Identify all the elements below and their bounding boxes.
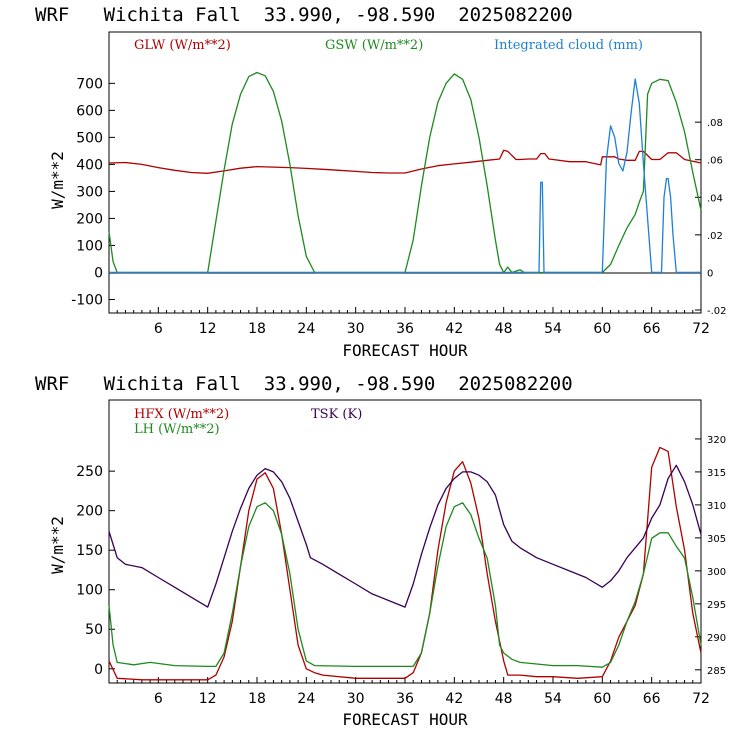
bottom-series-group bbox=[108, 446, 702, 681]
top-x-tick-label: 6 bbox=[154, 321, 163, 337]
bottom-y2-tick-label: 310 bbox=[707, 501, 726, 512]
top-x-tick-label: 48 bbox=[495, 321, 513, 337]
top-series-group bbox=[108, 71, 702, 274]
bottom-x-tick-label: 72 bbox=[692, 691, 710, 707]
top-panel: WRF Wichita Fall 33.990, -98.590 2025082… bbox=[35, 4, 727, 360]
top-right-axis: -.02 0 .02 .04 .06 .08 bbox=[695, 118, 727, 317]
bottom-series-lh-line bbox=[108, 502, 702, 668]
bottom-y-tick-label: 150 bbox=[76, 543, 103, 559]
bottom-plot-frame bbox=[108, 399, 702, 684]
top-x-tick-label: 66 bbox=[643, 321, 661, 337]
bottom-x-tick-label: 12 bbox=[199, 691, 217, 707]
top-series-integrated-line bbox=[109, 78, 701, 274]
legend-hfx: HFX (W/m**2) bbox=[134, 407, 229, 422]
bottom-x-axis: 6 12 18 24 30 36 42 48 54 60 66 72 bbox=[116, 677, 710, 707]
top-y-tick-label: 400 bbox=[76, 157, 103, 173]
bottom-x-tick-label: 18 bbox=[248, 691, 266, 707]
bottom-x-tick-label: 54 bbox=[544, 691, 562, 707]
top-y-tick-label: 100 bbox=[76, 238, 103, 254]
bottom-series-tsk-line bbox=[108, 464, 702, 608]
top-y2-tick-label: .04 bbox=[707, 193, 723, 204]
top-x-tick-label: 24 bbox=[297, 321, 315, 337]
legend-lh: LH (W/m**2) bbox=[134, 422, 220, 437]
legend-integrated-cloud: Integrated cloud (mm) bbox=[494, 38, 643, 53]
top-x-tick-label: 72 bbox=[692, 321, 710, 337]
bottom-x-tick-label: 36 bbox=[396, 691, 414, 707]
bottom-x-tick-label: 24 bbox=[297, 691, 315, 707]
top-y-tick-label: -100 bbox=[71, 292, 103, 308]
top-y-tick-label: 0 bbox=[94, 265, 103, 281]
bottom-y-tick-label: 0 bbox=[94, 662, 103, 678]
bottom-right-axis: 285 290 295 300 305 310 315 320 bbox=[695, 435, 726, 677]
bottom-x-tick-label: 42 bbox=[445, 691, 463, 707]
top-x-axis-label: FORECAST HOUR bbox=[342, 341, 468, 360]
top-y-axis-label: W/m**2 bbox=[48, 151, 67, 209]
bottom-x-tick-label: 66 bbox=[643, 691, 661, 707]
top-x-tick-label: 42 bbox=[445, 321, 463, 337]
top-y2-tick-label: .02 bbox=[707, 231, 723, 242]
bottom-y-tick-label: 250 bbox=[76, 464, 103, 480]
bottom-y2-tick-label: 320 bbox=[707, 435, 726, 446]
bottom-series-hfx-line bbox=[108, 446, 702, 681]
bottom-panel: WRF Wichita Fall 33.990, -98.590 2025082… bbox=[35, 373, 726, 729]
top-x-tick-label: 60 bbox=[593, 321, 611, 337]
legend-tsk: TSK (K) bbox=[311, 407, 362, 422]
top-x-tick-label: 36 bbox=[396, 321, 414, 337]
top-x-axis: 6 12 18 24 30 36 42 48 54 60 66 72 bbox=[116, 307, 710, 337]
top-y-tick-label: 700 bbox=[76, 76, 103, 92]
top-y-axis: -100 0 100 200 300 400 500 600 700 bbox=[71, 76, 115, 308]
bottom-y-axis-label: W/m**2 bbox=[48, 516, 67, 574]
legend-gsw: GSW (W/m**2) bbox=[325, 38, 423, 53]
bottom-x-tick-label: 30 bbox=[347, 691, 365, 707]
top-y-tick-label: 600 bbox=[76, 103, 103, 119]
bottom-y-tick-label: 200 bbox=[76, 504, 103, 520]
bottom-y-axis: 0 50 100 150 200 250 bbox=[76, 464, 115, 678]
top-x-tick-label: 54 bbox=[544, 321, 562, 337]
top-x-tick-label: 12 bbox=[199, 321, 217, 337]
top-y2-tick-label: .06 bbox=[707, 156, 723, 167]
bottom-title: WRF Wichita Fall 33.990, -98.590 2025082… bbox=[35, 373, 573, 395]
bottom-x-tick-label: 48 bbox=[495, 691, 513, 707]
bottom-x-axis-label: FORECAST HOUR bbox=[342, 710, 468, 729]
top-y-tick-label: 300 bbox=[76, 184, 103, 200]
top-x-tick-label: 18 bbox=[248, 321, 266, 337]
top-y-tick-label: 500 bbox=[76, 130, 103, 146]
bottom-y-tick-label: 100 bbox=[76, 583, 103, 599]
bottom-y2-tick-label: 315 bbox=[707, 468, 726, 479]
top-y2-tick-label: .08 bbox=[707, 118, 723, 129]
bottom-y2-tick-label: 300 bbox=[707, 567, 726, 578]
legend-glw: GLW (W/m**2) bbox=[134, 38, 231, 53]
top-title: WRF Wichita Fall 33.990, -98.590 2025082… bbox=[35, 4, 573, 26]
top-x-tick-label: 30 bbox=[347, 321, 365, 337]
top-y2-tick-label: 0 bbox=[707, 268, 713, 279]
bottom-y2-tick-label: 295 bbox=[707, 600, 726, 611]
top-series-gsw-line bbox=[108, 71, 702, 274]
top-series-glw-line bbox=[108, 149, 702, 174]
bottom-y2-tick-label: 305 bbox=[707, 534, 726, 545]
top-y2-tick-label: -.02 bbox=[707, 306, 727, 317]
top-y-tick-label: 200 bbox=[76, 211, 103, 227]
bottom-x-tick-label: 6 bbox=[154, 691, 163, 707]
bottom-y2-tick-label: 285 bbox=[707, 666, 726, 677]
bottom-y2-tick-label: 290 bbox=[707, 633, 726, 644]
bottom-x-tick-label: 60 bbox=[593, 691, 611, 707]
bottom-y-tick-label: 50 bbox=[85, 622, 103, 638]
